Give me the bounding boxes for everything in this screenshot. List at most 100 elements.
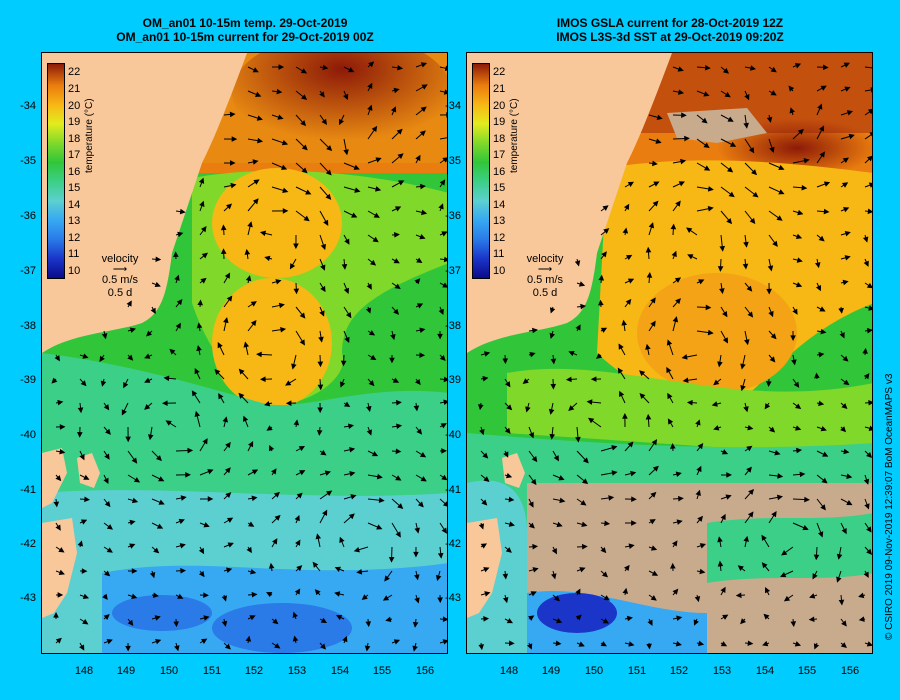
current-arrowhead [713, 379, 720, 386]
current-arrowhead [396, 399, 402, 406]
current-arrowhead [368, 330, 376, 336]
colorbar-tick: 15 [68, 182, 81, 194]
colorbar-tick: 16 [68, 166, 81, 178]
current-arrowhead [225, 203, 233, 210]
current-arrowhead [483, 616, 490, 622]
current-arrowhead [728, 191, 735, 198]
current-arrowhead [198, 570, 205, 578]
current-arrowhead [392, 377, 400, 383]
current-arrowhead [415, 378, 421, 386]
current-arrowhead [252, 67, 259, 73]
current-arrowhead [693, 619, 699, 626]
colorbar-tick: 19 [68, 116, 81, 128]
current-arrowhead [778, 164, 785, 171]
current-arrowhead [174, 645, 180, 652]
current-arrowhead [275, 279, 282, 285]
current-arrowhead [365, 621, 372, 628]
current-arrowhead [707, 329, 714, 336]
current-arrowhead [575, 614, 582, 621]
current-arrowhead [103, 614, 110, 620]
current-arrowhead [483, 476, 490, 482]
current-arrowhead [769, 356, 776, 363]
current-arrowhead [366, 429, 372, 436]
current-arrowhead [843, 207, 850, 213]
current-arrowhead [813, 643, 820, 650]
current-arrowhead [791, 359, 797, 366]
current-arrowhead [370, 354, 377, 361]
lon-tick-label: 148 [74, 665, 94, 677]
current-arrowhead [277, 114, 284, 120]
colorbar-tick: 17 [68, 149, 81, 161]
current-arrowhead [371, 451, 379, 457]
current-arrowhead [256, 351, 262, 358]
current-arrowhead [670, 223, 677, 230]
current-arrowhead [295, 539, 301, 546]
lat-tick-label: -42 [20, 538, 36, 550]
current-arrowhead [795, 425, 802, 431]
current-arrowhead [245, 275, 252, 282]
current-arrowhead [420, 62, 428, 68]
current-arrowhead [354, 187, 361, 193]
current-arrowhead [442, 157, 447, 163]
current-arrowhead [804, 496, 810, 503]
current-arrowhead [792, 308, 798, 315]
current-arrowhead [482, 375, 489, 382]
current-arrowhead [248, 521, 255, 527]
colorbar-tick: 15 [493, 182, 506, 194]
colorbar-tick: 10 [68, 265, 81, 277]
current-arrowhead [326, 145, 333, 152]
current-arrowhead [366, 405, 372, 413]
current-arrowhead [320, 449, 327, 456]
current-arrowhead [375, 186, 382, 192]
current-arrowhead [622, 413, 628, 419]
current-arrowhead [441, 474, 447, 481]
current-arrowhead [504, 427, 511, 434]
current-arrowhead [575, 324, 581, 331]
current-arrowhead [175, 322, 181, 329]
colorbar-tick: 13 [493, 215, 506, 227]
current-arrowhead [81, 568, 88, 574]
current-arrowhead [556, 521, 563, 528]
current-arrowhead [419, 130, 426, 137]
current-arrowhead [294, 515, 300, 522]
current-arrowhead [483, 351, 491, 357]
current-arrowhead [421, 209, 428, 216]
lon-tick-label: 153 [712, 665, 732, 677]
current-arrowhead [155, 256, 162, 263]
current-arrowhead [268, 562, 275, 569]
current-arrowhead [868, 182, 872, 188]
current-arrowhead [483, 567, 490, 573]
lat-tick-label: -43 [20, 592, 36, 604]
current-arrowhead [165, 420, 172, 426]
current-arrowhead [575, 436, 581, 443]
current-arrowhead [395, 531, 401, 538]
current-arrowhead [414, 597, 420, 604]
current-arrowhead [438, 308, 444, 316]
lon-tick-label: 151 [627, 665, 647, 677]
current-arrowhead [435, 574, 442, 582]
current-arrowhead [349, 447, 356, 453]
current-arrowhead [244, 248, 251, 255]
current-arrowhead [649, 519, 656, 525]
current-arrowhead [441, 231, 447, 237]
colorbar-tick: 19 [493, 116, 506, 128]
current-arrowhead [551, 548, 557, 555]
current-arrowhead [645, 343, 651, 350]
current-arrowhead [770, 66, 777, 73]
current-arrows [51, 61, 447, 652]
current-arrowhead [179, 543, 186, 549]
current-arrowhead [678, 181, 685, 187]
current-arrowhead [556, 618, 563, 624]
velocity-legend-duration: 0.5 d [532, 287, 558, 299]
current-arrowhead [813, 554, 820, 561]
current-arrowhead [667, 418, 674, 425]
current-arrowhead [675, 200, 681, 207]
current-arrowhead [808, 616, 815, 623]
current-arrowhead [532, 327, 538, 334]
current-arrowhead [841, 182, 849, 188]
current-arrowhead [639, 370, 646, 377]
current-arrowhead [334, 566, 341, 572]
current-arrowhead [123, 382, 129, 389]
current-arrowhead [274, 514, 281, 521]
current-arrowhead [393, 258, 400, 264]
